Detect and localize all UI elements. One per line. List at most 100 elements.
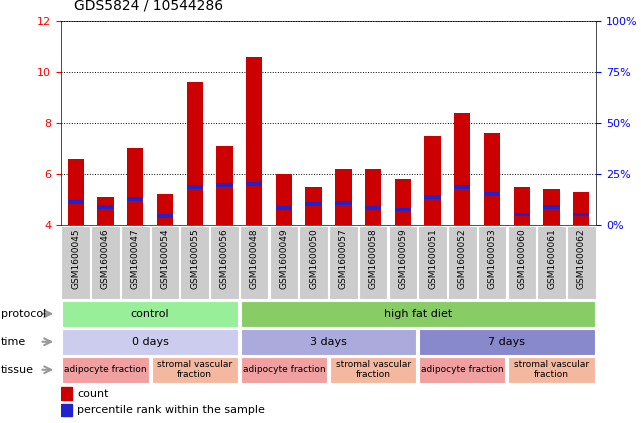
Bar [151,357,238,383]
Text: GSM1600050: GSM1600050 [309,228,318,289]
Text: 3 days: 3 days [310,337,347,347]
Text: tissue: tissue [1,365,34,375]
Bar [419,357,506,383]
Text: 0 days: 0 days [131,337,169,347]
Text: protocol: protocol [1,309,46,319]
Text: adipocyte fraction: adipocyte fraction [421,365,504,374]
Bar [424,136,441,225]
Bar [127,198,144,201]
Text: adipocyte fraction: adipocyte fraction [64,365,147,374]
Bar [276,206,292,210]
Bar [508,357,595,383]
Bar [62,357,149,383]
Bar [544,205,560,209]
Bar [276,174,292,225]
Text: count: count [77,389,108,398]
Bar [454,185,470,189]
Bar [157,194,173,225]
Bar [121,225,149,299]
Bar [537,225,566,299]
Bar [151,225,179,299]
Bar [513,187,530,225]
Bar [306,187,322,225]
Bar [388,225,417,299]
Text: GSM1600051: GSM1600051 [428,228,437,289]
Text: GSM1600059: GSM1600059 [398,228,407,289]
Text: GSM1600054: GSM1600054 [160,228,169,289]
Bar [395,208,411,212]
Bar [513,213,530,217]
Bar [544,189,560,225]
Bar [187,185,203,189]
Bar [61,387,72,399]
Bar [335,169,351,225]
Text: GSM1600061: GSM1600061 [547,228,556,289]
Text: GSM1600055: GSM1600055 [190,228,199,289]
Bar [335,201,351,205]
Bar [424,195,441,199]
Bar [157,214,173,218]
Text: high fat diet: high fat diet [383,309,452,319]
Bar [187,82,203,225]
Bar [329,225,358,299]
Bar [67,159,84,225]
Bar [419,329,595,354]
Text: GSM1600046: GSM1600046 [101,228,110,289]
Bar [67,200,84,204]
Bar [180,225,209,299]
Text: GSM1600062: GSM1600062 [577,228,586,289]
Bar [241,301,595,327]
Bar [97,205,113,209]
Bar [210,225,238,299]
Text: GSM1600058: GSM1600058 [369,228,378,289]
Bar [246,182,262,186]
Bar [359,225,387,299]
Text: GSM1600052: GSM1600052 [458,228,467,289]
Bar [91,225,120,299]
Text: time: time [1,337,26,347]
Text: 7 days: 7 days [488,337,526,347]
Bar [241,329,416,354]
Bar [270,225,298,299]
Bar [365,169,381,225]
Bar [567,225,595,299]
Bar [61,404,72,416]
Bar [240,225,269,299]
Text: stromal vascular
fraction: stromal vascular fraction [335,360,411,379]
Bar [246,57,262,225]
Bar [508,225,536,299]
Bar [573,213,590,217]
Text: GSM1600045: GSM1600045 [71,228,80,289]
Bar [216,184,233,187]
Bar [573,192,590,225]
Text: GSM1600060: GSM1600060 [517,228,526,289]
Text: stromal vascular
fraction: stromal vascular fraction [514,360,589,379]
Text: GSM1600048: GSM1600048 [250,228,259,289]
Bar [484,133,500,225]
Bar [62,301,238,327]
Bar [62,225,90,299]
Text: control: control [131,309,169,319]
Text: percentile rank within the sample: percentile rank within the sample [77,405,265,415]
Bar [241,357,327,383]
Text: GSM1600057: GSM1600057 [339,228,348,289]
Bar [299,225,328,299]
Text: GSM1600056: GSM1600056 [220,228,229,289]
Bar [127,148,144,225]
Bar [216,146,233,225]
Text: GSM1600047: GSM1600047 [131,228,140,289]
Bar [330,357,416,383]
Bar [484,192,500,196]
Text: GSM1600049: GSM1600049 [279,228,288,289]
Bar [97,197,113,225]
Text: GDS5824 / 10544286: GDS5824 / 10544286 [74,0,223,13]
Bar [395,179,411,225]
Text: stromal vascular
fraction: stromal vascular fraction [157,360,232,379]
Bar [454,113,470,225]
Bar [478,225,506,299]
Bar [419,225,447,299]
Bar [62,329,238,354]
Text: GSM1600053: GSM1600053 [488,228,497,289]
Bar [306,203,322,206]
Bar [365,206,381,210]
